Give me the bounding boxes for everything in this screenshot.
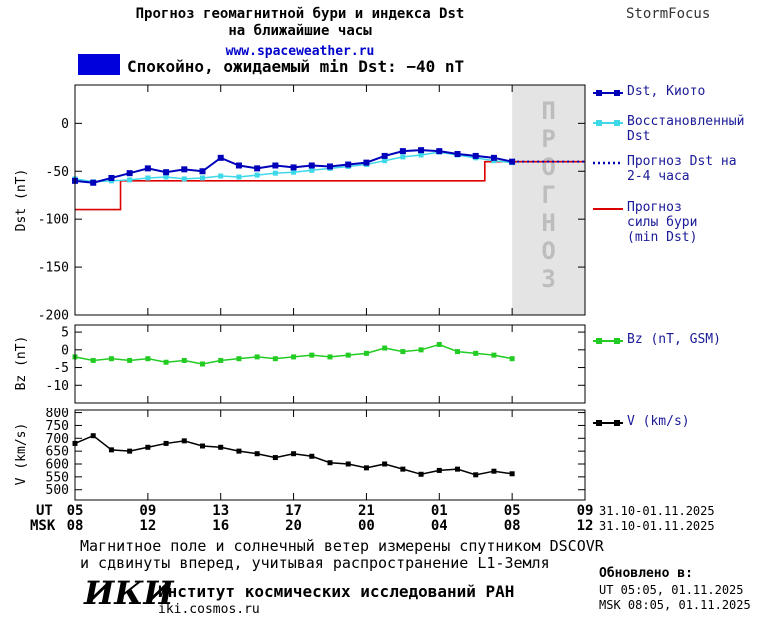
header: Прогноз геомагнитной бури и индекса Dst … [20, 6, 580, 59]
svg-text:-150: -150 [38, 261, 69, 276]
legend-item-storm-strength: Прогноз силы бури (min Dst) [593, 200, 705, 245]
iki-logo: ИКИ [84, 574, 174, 612]
ut-tick-label: 09 [139, 503, 157, 519]
svg-text:-100: -100 [38, 213, 69, 228]
svg-text:600: 600 [46, 458, 69, 473]
legend-label-bz: Bz (nT, GSM) [627, 332, 721, 347]
page-title-line1: Прогноз геомагнитной бури и индекса Dst [135, 6, 465, 22]
msk-tick-label: 12 [576, 518, 594, 534]
svg-text:5: 5 [61, 326, 69, 341]
reconstructed-dst-legend-icon [593, 120, 623, 126]
ut-tick-label: 01 [430, 503, 448, 519]
brand-text: StormFocus [626, 6, 711, 22]
msk-axis-row: MSK 31.10-01.11.2025 08 12 16 20 00 04 08 12 [0, 518, 760, 534]
dst-axis-label: Dst (nT) [14, 168, 29, 232]
legend-label-dst-kyoto: Dst, Киото [627, 84, 706, 99]
svg-text:-5: -5 [53, 361, 69, 376]
legend-label-storm-strength: Прогноз силы бури (min Dst) [627, 200, 698, 245]
msk-tick-label: 08 [66, 518, 84, 534]
svg-text:П: П [541, 97, 555, 125]
svg-text:О: О [541, 237, 555, 265]
page-title-line2: на ближайшие часы [228, 23, 372, 39]
ut-tick-label: 05 [66, 503, 84, 519]
footnote-line1: Магнитное поле и солнечный ветер измерен… [80, 537, 604, 555]
legend-item-bz: Bz (nT, GSM) [593, 332, 758, 347]
bz-chart: 5 0 -5 -10 [46, 324, 586, 404]
svg-text:-10: -10 [46, 379, 69, 394]
status-text: Спокойно, ожидаемый min Dst: −40 nT [127, 57, 465, 76]
svg-text:0: 0 [61, 117, 69, 132]
ut-tick-label: 13 [212, 503, 230, 519]
iki-site-link[interactable]: iki.cosmos.ru [158, 602, 260, 617]
storm-strength-legend-icon [593, 208, 623, 210]
svg-text:З: З [541, 265, 555, 293]
svg-text:800: 800 [46, 408, 69, 421]
spaceweather-link[interactable]: www.spaceweather.ru [225, 44, 375, 59]
msk-tick-label: 08 [503, 518, 521, 534]
msk-tick-label: 00 [357, 518, 375, 534]
svg-text:700: 700 [46, 432, 69, 447]
legend-label-v: V (km/s) [627, 414, 690, 429]
legend-item-v: V (km/s) [593, 414, 758, 429]
msk-axis-prefix: MSK [30, 518, 56, 534]
msk-tick-label: 20 [285, 518, 302, 534]
svg-text:650: 650 [46, 445, 69, 460]
svg-text:0: 0 [61, 343, 69, 358]
svg-text:О: О [541, 153, 555, 181]
updated-msk: MSK 08:05, 01.11.2025 [599, 598, 751, 612]
svg-text:-50: -50 [46, 165, 69, 180]
svg-text:550: 550 [46, 470, 69, 485]
dst-kyoto-legend-icon [593, 90, 623, 96]
forecast-dst-legend-icon [593, 161, 623, 165]
msk-tick-label: 16 [212, 518, 230, 534]
legend-item-forecast-dst: Прогноз Dst на 2-4 часа [593, 154, 747, 184]
ut-axis-row: UT 31.10-01.11.2025 05 09 13 17 21 01 05 09 [0, 503, 760, 519]
status-color-swatch [78, 54, 120, 75]
svg-text:500: 500 [46, 483, 69, 498]
legend-item-reconstructed-dst: Восстановленный Dst [593, 114, 758, 144]
svg-text:Р: Р [541, 125, 555, 153]
bz-legend-icon [593, 338, 623, 344]
updated-label: Обновлено в: [599, 566, 693, 581]
legend-label-reconstructed-dst: Восстановленный Dst [627, 114, 745, 144]
footnote-line2: и сдвинуты вперед, учитывая распростране… [80, 554, 550, 572]
ut-tick-label: 17 [285, 503, 302, 519]
legend-label-forecast-dst: Прогноз Dst на 2-4 часа [627, 154, 737, 184]
svg-text:Н: Н [541, 209, 555, 237]
ut-tick-label: 05 [503, 503, 521, 519]
legend-item-dst-kyoto: Dst, Киото [593, 84, 758, 99]
msk-tick-label: 12 [139, 518, 157, 534]
msk-date-range: 31.10-01.11.2025 [599, 519, 715, 533]
svg-text:-200: -200 [38, 309, 69, 324]
institute-name: Институт космических исследований РАН [158, 582, 515, 601]
svg-text:750: 750 [46, 419, 69, 434]
svg-text:Г: Г [541, 181, 555, 209]
updated-ut: UT 05:05, 01.11.2025 [599, 583, 744, 597]
ut-tick-label: 21 [357, 503, 375, 519]
ut-axis-prefix: UT [36, 503, 53, 519]
msk-tick-label: 04 [430, 518, 448, 534]
ut-tick-label: 09 [576, 503, 594, 519]
ut-date-range: 31.10-01.11.2025 [599, 504, 715, 518]
v-legend-icon [593, 420, 623, 426]
v-axis-label: V (km/s) [14, 422, 29, 486]
